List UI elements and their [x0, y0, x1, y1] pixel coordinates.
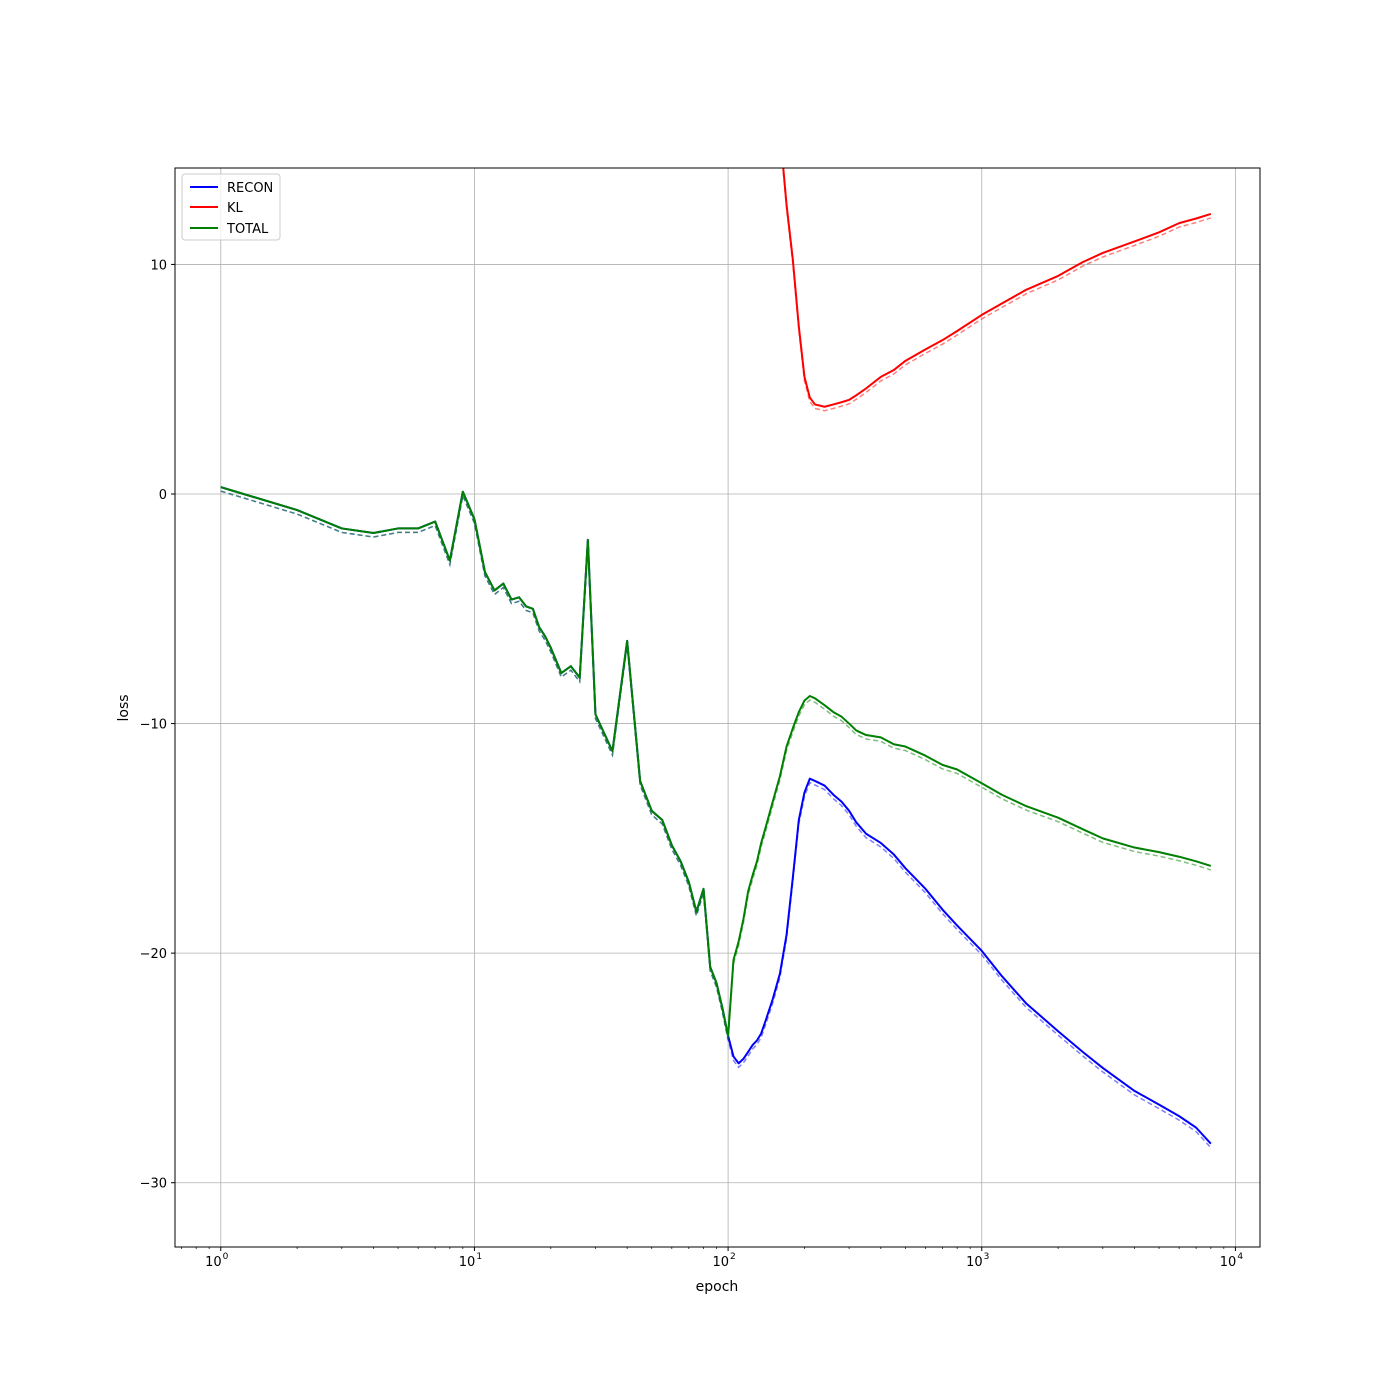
y-tick-label: −20: [140, 947, 167, 962]
legend: RECON KL TOTAL: [181, 173, 281, 241]
series-line-total-dashed: [220, 490, 1212, 1040]
legend-label-total: TOTAL: [226, 222, 269, 237]
x-tick-exponent: 2: [730, 1252, 736, 1262]
series-line-kl-dashed: [782, 171, 1212, 412]
y-tick-label: 10: [150, 258, 167, 273]
x-axis-label: epoch: [696, 1279, 739, 1295]
x-tick-label: 102: [712, 1252, 735, 1270]
y-axis-label: loss: [116, 694, 132, 721]
series-line-kl: [782, 168, 1212, 408]
legend-label-kl: KL: [227, 201, 244, 216]
x-tick-label: 100: [205, 1252, 229, 1270]
x-tick-label: 104: [1220, 1252, 1244, 1270]
x-tick-label: 101: [459, 1252, 482, 1270]
x-tick-exponent: 4: [1237, 1252, 1243, 1262]
x-tick-label: 103: [966, 1252, 989, 1270]
x-tick-exponent: 0: [223, 1252, 229, 1262]
plot-frame: [174, 167, 1261, 1248]
x-tick-exponent: 3: [984, 1252, 990, 1262]
grid: [175, 168, 1260, 1247]
series-line-recon: [220, 486, 1212, 1145]
series-lines: [220, 168, 1212, 1149]
x-tick-exponent: 1: [476, 1252, 482, 1262]
legend-box: [181, 173, 281, 241]
y-tick-label: −30: [140, 1177, 167, 1192]
legend-label-recon: RECON: [227, 181, 273, 196]
series-line-total: [220, 486, 1212, 1037]
y-tick-label: 0: [159, 488, 167, 503]
y-tick-label: −10: [140, 718, 167, 733]
